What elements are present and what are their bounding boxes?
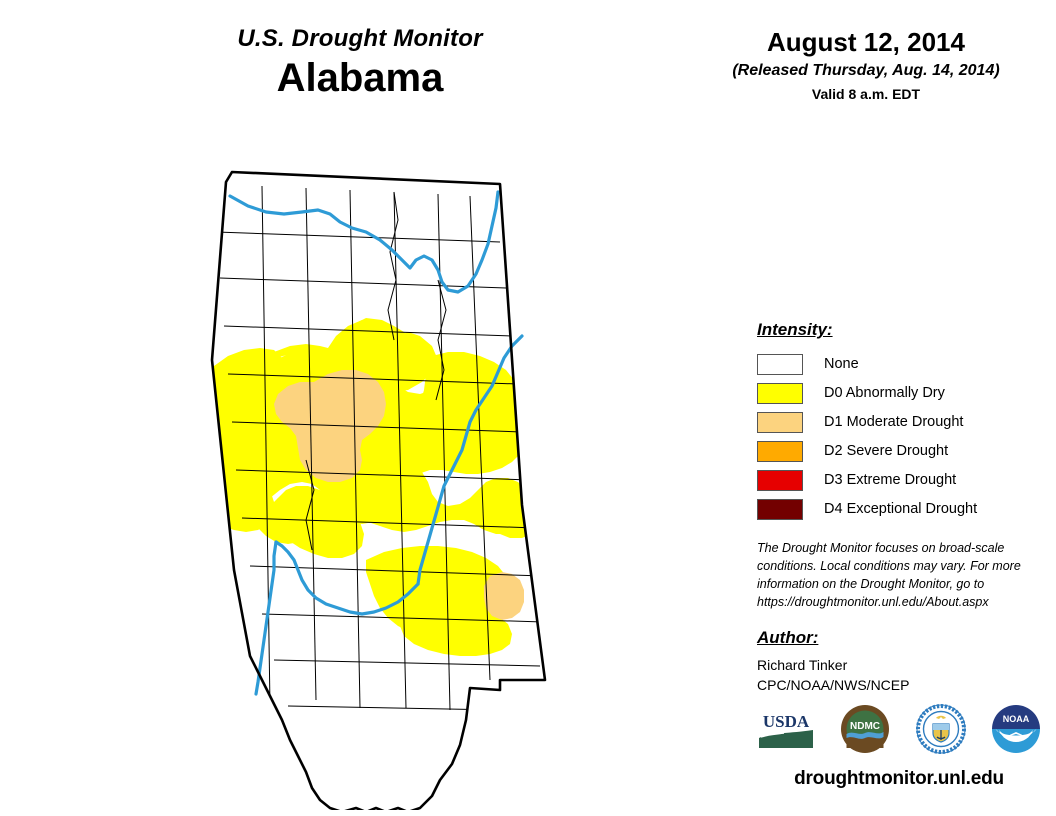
intensity-legend: Intensity: None D0 Abnormally Dry D1 Mod… — [757, 320, 1037, 525]
legend-swatch-d3 — [757, 469, 803, 491]
state-title: Alabama — [276, 56, 444, 101]
page-title: U.S. Drought Monitor — [237, 25, 483, 52]
tombigbee-river — [254, 540, 278, 696]
usdc-logo[interactable] — [915, 704, 966, 754]
logo-row: USDA NDMC NOAA — [757, 700, 1041, 758]
author-title: Author: — [757, 628, 819, 647]
tennessee-river — [228, 190, 500, 294]
disclaimer-text: The Drought Monitor focuses on broad-sca… — [757, 541, 1021, 610]
legend-item-d3[interactable]: D3 Extreme Drought — [757, 467, 1037, 493]
legend-label-d2: D2 Severe Drought — [824, 443, 949, 459]
release-date: (Released Thursday, Aug. 14, 2014) — [732, 61, 1000, 79]
legend-item-d2[interactable]: D2 Severe Drought — [757, 438, 1037, 464]
svg-text:USDA: USDA — [763, 712, 810, 731]
usda-logo[interactable]: USDA — [757, 708, 815, 750]
legend-label-d4: D4 Exceptional Drought — [824, 501, 978, 517]
site-url[interactable]: droughtmonitor.unl.edu — [794, 768, 1004, 789]
legend-swatch-d2 — [757, 440, 803, 462]
legend-swatch-d0 — [757, 382, 803, 404]
legend-label-none: None — [824, 356, 859, 372]
author-affiliation: CPC/NOAA/NWS/NCEP — [757, 676, 910, 693]
legend-item-d0[interactable]: D0 Abnormally Dry — [757, 380, 1037, 406]
legend-label-d1: D1 Moderate Drought — [824, 414, 964, 430]
legend-item-none[interactable]: None — [757, 351, 1037, 377]
coosa-river — [416, 334, 524, 586]
map-date: August 12, 2014 — [767, 27, 965, 57]
author-block: Author: Richard Tinker CPC/NOAA/NWS/NCEP — [757, 628, 1037, 695]
d1-central-blob — [274, 370, 386, 482]
ndmc-logo[interactable]: NDMC — [840, 704, 890, 754]
title-block: U.S. Drought Monitor Alabama — [150, 25, 570, 101]
rivers-layer — [228, 190, 524, 696]
alabama-state-border — [210, 170, 547, 810]
legend-title: Intensity: — [757, 320, 833, 339]
date-block: August 12, 2014 (Released Thursday, Aug.… — [686, 27, 1046, 103]
author-name: Richard Tinker — [757, 657, 848, 673]
legend-label-d3: D3 Extreme Drought — [824, 472, 957, 488]
d0-south-central-tongue — [272, 494, 364, 558]
state-outline-layer — [210, 170, 547, 810]
legend-swatch-d1 — [757, 411, 803, 433]
legend-item-d4[interactable]: D4 Exceptional Drought — [757, 496, 1037, 522]
d1-layer — [274, 370, 524, 620]
d1-southeast-patch — [484, 572, 524, 620]
legend-swatch-d4 — [757, 498, 803, 520]
alabama-river — [274, 540, 420, 616]
svg-text:NDMC: NDMC — [850, 721, 880, 732]
svg-text:NOAA: NOAA — [1003, 714, 1030, 724]
alabama-drought-map — [170, 160, 600, 810]
legend-item-d1[interactable]: D1 Moderate Drought — [757, 409, 1037, 435]
legend-label-d0: D0 Abnormally Dry — [824, 385, 945, 401]
noaa-logo[interactable]: NOAA — [991, 704, 1041, 754]
d0-central-region — [218, 320, 530, 544]
legend-swatch-none — [757, 353, 803, 375]
d0-northeast-sliver — [494, 508, 536, 538]
valid-time: Valid 8 a.m. EDT — [811, 85, 921, 102]
